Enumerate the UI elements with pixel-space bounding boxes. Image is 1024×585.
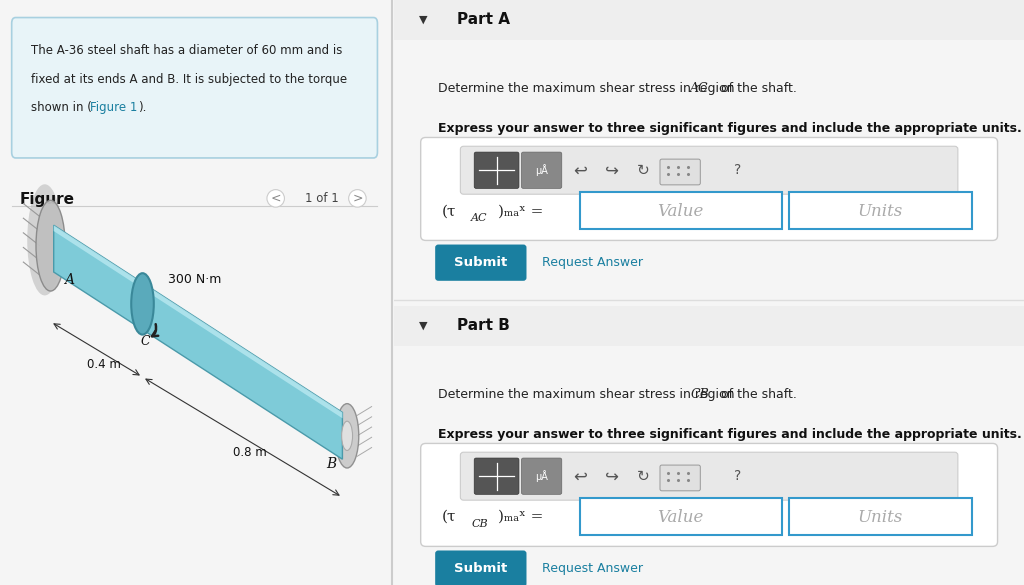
- Text: fixed at its ends A and B. It is subjected to the torque: fixed at its ends A and B. It is subject…: [31, 73, 347, 85]
- Text: Part A: Part A: [457, 12, 510, 27]
- FancyBboxPatch shape: [790, 192, 972, 229]
- Ellipse shape: [28, 184, 62, 295]
- FancyBboxPatch shape: [521, 458, 562, 494]
- Polygon shape: [53, 225, 342, 418]
- Text: 1 of 1: 1 of 1: [305, 192, 339, 205]
- Text: ↻: ↻: [637, 163, 649, 178]
- FancyBboxPatch shape: [461, 452, 957, 500]
- FancyBboxPatch shape: [421, 137, 997, 240]
- FancyBboxPatch shape: [790, 498, 972, 535]
- FancyBboxPatch shape: [580, 192, 781, 229]
- Text: C: C: [140, 335, 151, 348]
- Text: ▼: ▼: [420, 15, 428, 25]
- FancyBboxPatch shape: [474, 458, 519, 494]
- FancyBboxPatch shape: [435, 550, 526, 585]
- Text: The A-36 steel shaft has a diameter of 60 mm and is: The A-36 steel shaft has a diameter of 6…: [31, 44, 342, 57]
- Text: (τ: (τ: [441, 510, 456, 524]
- Text: 0.4 m: 0.4 m: [87, 358, 121, 371]
- FancyBboxPatch shape: [660, 159, 700, 185]
- Text: <: <: [270, 192, 281, 205]
- Text: Express your answer to three significant figures and include the appropriate uni: Express your answer to three significant…: [438, 428, 1022, 441]
- Text: Determine the maximum shear stress in region: Determine the maximum shear stress in re…: [438, 82, 739, 95]
- Text: )ₘₐˣ =: )ₘₐˣ =: [498, 510, 544, 524]
- Text: ↪: ↪: [604, 161, 618, 179]
- Text: 300 N·m: 300 N·m: [168, 273, 221, 287]
- Text: of the shaft.: of the shaft.: [717, 82, 797, 95]
- FancyBboxPatch shape: [461, 146, 957, 194]
- Text: )ₘₐˣ =: )ₘₐˣ =: [498, 204, 544, 218]
- Text: Units: Units: [858, 508, 903, 526]
- Text: AC: AC: [690, 82, 709, 95]
- Text: μÅ: μÅ: [536, 164, 548, 176]
- Text: Units: Units: [858, 202, 903, 220]
- Text: Request Answer: Request Answer: [543, 562, 643, 575]
- FancyBboxPatch shape: [11, 18, 378, 158]
- Text: of the shaft.: of the shaft.: [717, 388, 797, 401]
- Text: ↻: ↻: [637, 469, 649, 484]
- FancyBboxPatch shape: [435, 245, 526, 281]
- Text: Value: Value: [657, 508, 703, 526]
- Text: (τ: (τ: [441, 204, 456, 218]
- Text: ↪: ↪: [604, 467, 618, 485]
- Text: Figure 1: Figure 1: [90, 101, 137, 114]
- Text: Figure: Figure: [19, 192, 75, 207]
- Text: μÅ: μÅ: [536, 470, 548, 482]
- Ellipse shape: [36, 200, 66, 291]
- Text: AC: AC: [471, 213, 487, 223]
- Ellipse shape: [131, 273, 154, 335]
- Text: ↩: ↩: [573, 161, 587, 179]
- Text: shown in (: shown in (: [31, 101, 92, 114]
- Text: A: A: [65, 273, 74, 287]
- FancyBboxPatch shape: [421, 443, 997, 546]
- Text: Determine the maximum shear stress in region: Determine the maximum shear stress in re…: [438, 388, 739, 401]
- Text: 0.8 m: 0.8 m: [232, 446, 266, 459]
- Text: >: >: [352, 192, 362, 205]
- Text: ).: ).: [138, 101, 146, 114]
- Text: Value: Value: [657, 202, 703, 220]
- Text: ?: ?: [734, 469, 741, 483]
- Bar: [394, 0, 1024, 40]
- FancyBboxPatch shape: [521, 152, 562, 188]
- Text: CB: CB: [471, 519, 487, 529]
- Ellipse shape: [342, 421, 352, 450]
- Polygon shape: [53, 225, 342, 459]
- Text: CB: CB: [690, 388, 709, 401]
- FancyBboxPatch shape: [660, 465, 700, 491]
- Text: Request Answer: Request Answer: [543, 256, 643, 269]
- Text: ?: ?: [734, 163, 741, 177]
- Text: Submit: Submit: [455, 256, 508, 269]
- FancyBboxPatch shape: [474, 152, 519, 188]
- Text: ▼: ▼: [420, 321, 428, 331]
- Ellipse shape: [336, 404, 358, 468]
- Text: B: B: [326, 457, 336, 471]
- FancyBboxPatch shape: [580, 498, 781, 535]
- Bar: [394, 306, 1024, 346]
- Text: Part B: Part B: [457, 318, 510, 333]
- Text: ↩: ↩: [573, 467, 587, 485]
- Text: Submit: Submit: [455, 562, 508, 575]
- Text: Express your answer to three significant figures and include the appropriate uni: Express your answer to three significant…: [438, 122, 1022, 135]
